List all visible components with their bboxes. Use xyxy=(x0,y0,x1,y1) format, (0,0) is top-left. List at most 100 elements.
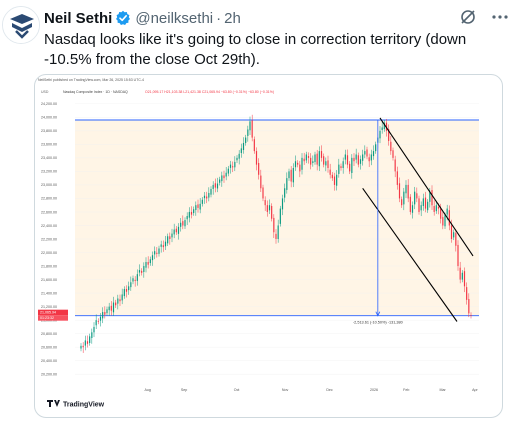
candle-body xyxy=(379,130,381,139)
chart-image[interactable]: NeilSethi published on TradingView.com, … xyxy=(34,74,503,418)
candle-body xyxy=(112,302,115,313)
candle-body xyxy=(167,236,169,244)
candle-body xyxy=(151,255,154,261)
candle-body xyxy=(288,171,290,179)
candle-body xyxy=(223,175,225,179)
candle-body xyxy=(414,191,416,205)
candle-body xyxy=(297,162,299,165)
candle-body xyxy=(180,222,182,227)
x-tick-label: Aug xyxy=(145,388,151,392)
y-tick-label: 20,800.00 xyxy=(41,332,57,336)
candle-body xyxy=(403,191,405,205)
candle-body xyxy=(325,161,327,166)
candle-body xyxy=(470,315,472,316)
candle-body xyxy=(338,164,340,174)
candle-body xyxy=(466,287,468,300)
candle-body xyxy=(195,205,197,211)
candle-body xyxy=(171,233,173,238)
candle-body xyxy=(82,345,84,348)
candle-body xyxy=(184,220,186,227)
candle-body xyxy=(190,211,193,215)
candle-body xyxy=(175,228,177,233)
candle-body xyxy=(461,272,463,280)
candle-body xyxy=(108,306,110,311)
candle-body xyxy=(143,266,145,272)
candle-body xyxy=(240,148,242,153)
candle-body xyxy=(320,151,323,158)
candle-body xyxy=(110,305,112,311)
candle-body xyxy=(234,161,236,168)
candle-body xyxy=(457,244,459,267)
candle-body xyxy=(145,261,147,268)
candle-body xyxy=(429,191,431,202)
chart-source-line: NeilSethi published on TradingView.com, … xyxy=(38,78,144,82)
chart-ohlc: O21,095.17 H21,103.38 L21,421.38 C21,065… xyxy=(145,90,274,94)
candle-body xyxy=(307,156,310,158)
candle-body xyxy=(219,179,221,183)
x-tick-label: 2026 xyxy=(370,388,378,392)
separator-dot: · xyxy=(216,9,222,27)
candle-body xyxy=(186,216,188,220)
candle-body xyxy=(290,169,292,182)
author-handle[interactable]: @neilksethi xyxy=(135,9,214,27)
y-tick-label: 21,600.00 xyxy=(41,278,57,282)
candle-body xyxy=(392,150,394,158)
more-icon[interactable] xyxy=(491,8,509,31)
author-name[interactable]: Neil Sethi xyxy=(44,9,113,27)
candle-body xyxy=(336,174,338,186)
candle-body xyxy=(255,151,258,165)
post-time[interactable]: 2h xyxy=(224,9,241,27)
x-tick-label: Mar xyxy=(440,388,447,392)
candle-body xyxy=(305,154,307,161)
candle-body xyxy=(206,196,208,199)
avatar[interactable] xyxy=(2,6,40,44)
candle-body xyxy=(340,166,342,168)
x-tick-label: Apr xyxy=(472,388,478,392)
candle-body xyxy=(97,320,99,322)
candle-body xyxy=(396,171,398,185)
y-tick-label: 23,400.00 xyxy=(41,156,57,160)
tradingview-brand: TradingView xyxy=(63,402,105,409)
candle-body xyxy=(264,200,266,206)
measure-arrow xyxy=(375,311,381,317)
candle-body xyxy=(294,161,297,168)
candle-body xyxy=(372,151,375,157)
candle-body xyxy=(169,236,171,239)
candle-body xyxy=(405,184,407,194)
candle-body xyxy=(455,233,457,246)
verified-badge-icon xyxy=(115,10,131,26)
candle-body xyxy=(173,229,175,235)
candle-body xyxy=(229,164,232,168)
candle-body xyxy=(134,279,136,281)
candle-body xyxy=(416,193,418,199)
candle-body xyxy=(214,183,216,188)
chart-symbol: Nasdaq Composite Index · 1D · NASDAQ xyxy=(63,90,128,94)
candle-body xyxy=(225,172,227,177)
candle-body xyxy=(355,154,357,160)
candle-body xyxy=(435,205,437,212)
candle-body xyxy=(366,149,368,157)
candle-body xyxy=(329,169,331,175)
candle-body xyxy=(301,157,303,170)
candle-body xyxy=(86,341,89,344)
y-tick-label: 23,000.00 xyxy=(41,183,57,187)
candle-body xyxy=(154,251,156,255)
grok-icon[interactable] xyxy=(459,8,477,31)
candle-body xyxy=(431,190,433,206)
y-tick-label: 22,200.00 xyxy=(41,237,57,241)
y-tick-label: 24,200.00 xyxy=(41,102,57,106)
candle-body xyxy=(236,157,238,161)
candle-body xyxy=(286,178,288,190)
candle-body xyxy=(149,259,151,264)
y-tick-label: 22,800.00 xyxy=(41,197,57,201)
candle-body xyxy=(99,316,102,321)
candle-body xyxy=(182,221,184,226)
candle-body xyxy=(424,197,427,209)
candle-body xyxy=(102,312,104,319)
candle-body xyxy=(162,245,164,248)
candle-body xyxy=(349,163,351,172)
candle-body xyxy=(227,168,229,174)
candle-body xyxy=(188,211,190,218)
candle-body xyxy=(442,217,444,226)
candle-body xyxy=(158,248,160,254)
